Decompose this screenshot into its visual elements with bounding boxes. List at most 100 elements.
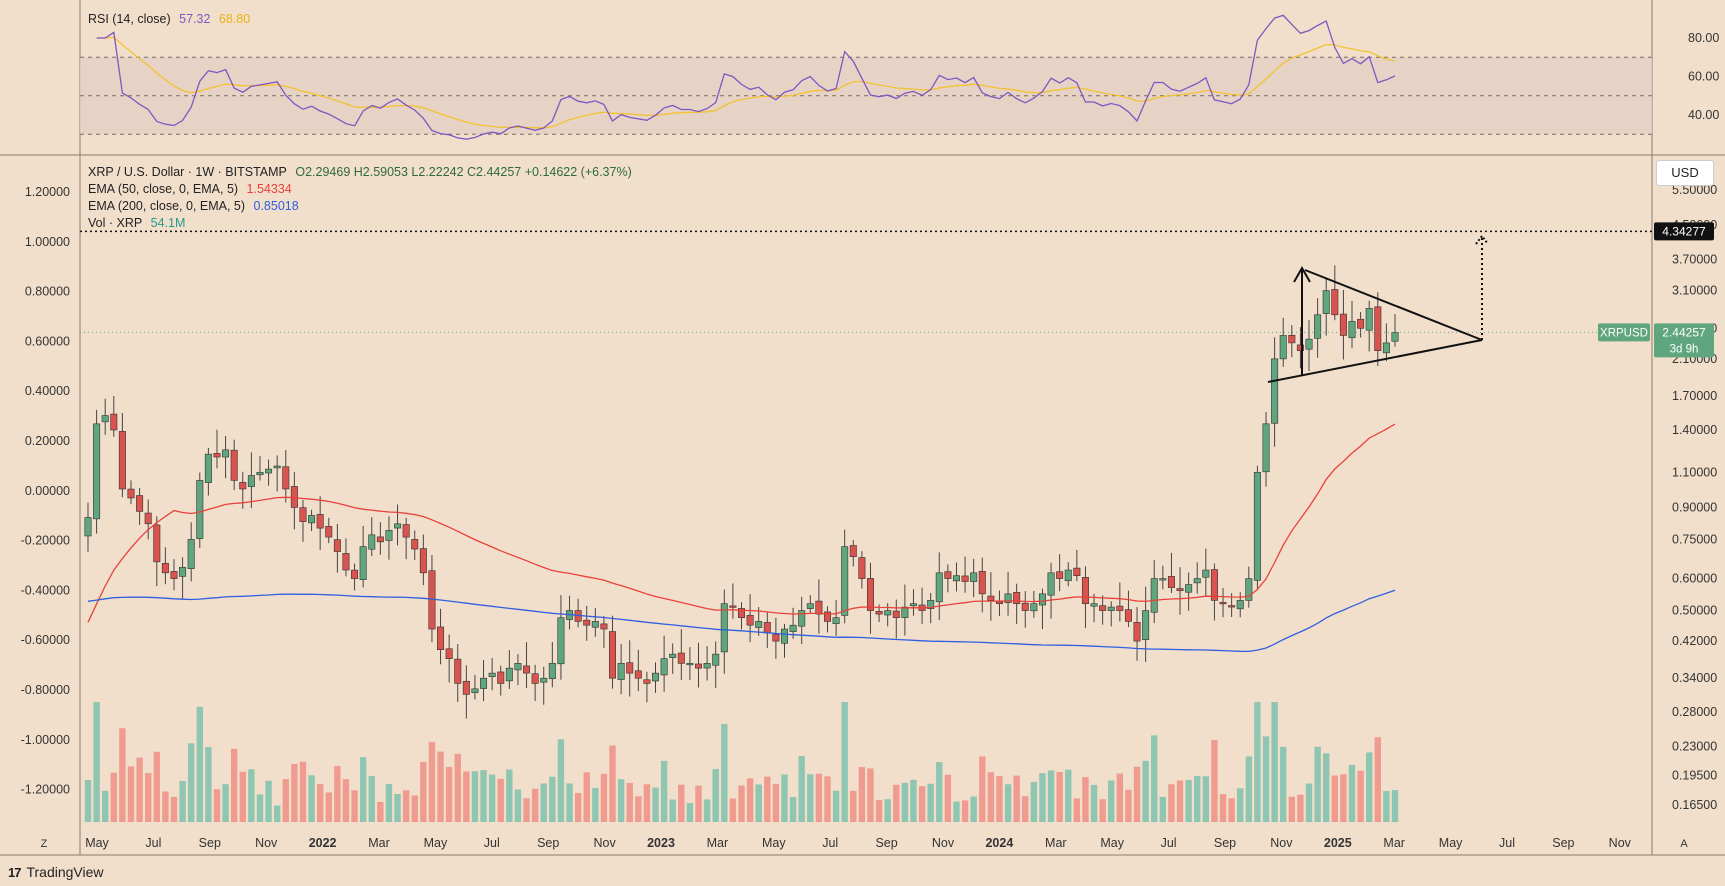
volume-bar (781, 774, 788, 822)
time-tick-label: Jul (145, 836, 161, 850)
volume-bar (368, 776, 375, 822)
price-tick-label: 1.70000 (1672, 389, 1717, 403)
candle-body (866, 578, 874, 611)
time-tick-label: Nov (1270, 836, 1293, 850)
currency-button[interactable]: USD (1656, 160, 1714, 186)
volume-bar (144, 773, 152, 822)
volume-bar (884, 799, 891, 822)
candle-body (617, 663, 625, 680)
candle-body (1124, 609, 1132, 622)
volume-bar (970, 796, 977, 822)
candle-body (239, 482, 247, 490)
price-tick-label: 0.34000 (1672, 671, 1717, 685)
volume-bar (385, 784, 393, 822)
volume-bar (1142, 760, 1149, 822)
candle-body (961, 575, 969, 582)
time-tick-label: 2024 (985, 836, 1013, 850)
rsi-value: 57.32 (179, 12, 211, 26)
volume-bar (1383, 791, 1390, 822)
volume-bar (110, 772, 117, 822)
ema50-label: EMA (50, close, 0, EMA, 5) (88, 182, 239, 196)
candle-body (84, 517, 92, 537)
time-tick-label: Mar (707, 836, 729, 850)
volume-bar (755, 784, 762, 822)
candle-body (153, 524, 161, 563)
time-tick-label: Sep (1214, 836, 1236, 850)
candle-body (497, 671, 505, 684)
candle-body (1176, 588, 1184, 591)
volume-bar (1323, 753, 1330, 822)
volume-bar (273, 805, 281, 822)
candle-body (884, 610, 892, 616)
volume-bar (1288, 796, 1296, 822)
candle-body (875, 611, 883, 615)
volume-bar (230, 748, 238, 822)
time-tick-label: Mar (1045, 836, 1067, 850)
volume-bar (239, 771, 246, 822)
volume-bar (119, 728, 126, 822)
volume-bar (574, 792, 582, 822)
candle-body (1288, 334, 1296, 344)
volume-bar (936, 762, 943, 822)
candle-body (1030, 603, 1038, 612)
rsi-tick-label: 60.00 (1688, 70, 1719, 84)
volume-bar (437, 751, 444, 822)
candle-body (763, 622, 771, 634)
candle-body (1391, 332, 1399, 342)
ema200-legend: EMA (200, close, 0, EMA, 5) 0.85018 (88, 199, 304, 213)
volume-bar (1056, 771, 1063, 822)
candle-body (308, 515, 316, 524)
candle-body (695, 663, 703, 669)
volume-bar (953, 801, 960, 822)
candle-body (780, 628, 788, 644)
volume-bar (1391, 790, 1399, 822)
volume-bar (497, 778, 504, 822)
candle-body (213, 453, 221, 458)
rsi-ma-value: 68.80 (218, 12, 251, 26)
volume-bar (1099, 799, 1106, 822)
volume-bar (359, 757, 367, 822)
candle-body (505, 667, 513, 682)
volume-bar (471, 771, 479, 822)
volume-bar (557, 739, 565, 822)
volume-bar (807, 774, 814, 822)
price-tick-label: 0.19500 (1672, 769, 1717, 783)
volume-bar (893, 784, 900, 822)
candle-body (1038, 593, 1046, 606)
left-tick-label: 0.00000 (25, 484, 70, 498)
candle-body (282, 466, 290, 490)
left-tick-label: 0.40000 (25, 384, 70, 398)
volume-bar (1116, 773, 1124, 822)
candle-body (1262, 423, 1270, 473)
volume-bar (703, 799, 711, 822)
candle-body (1013, 592, 1021, 604)
volume-bar (291, 763, 298, 822)
time-tick-label: Mar (368, 836, 390, 850)
candle-body (970, 572, 978, 582)
volume-bar (222, 784, 229, 822)
volume-bar (101, 790, 109, 822)
candle-body (411, 539, 419, 550)
candle-body (609, 631, 617, 679)
candle-body (437, 626, 445, 650)
candle-body (1142, 610, 1150, 641)
candle-body (368, 534, 376, 550)
volume-bar (695, 785, 702, 822)
candle-body (394, 523, 402, 529)
candle-body (634, 670, 642, 679)
price-tick-label: 0.23000 (1672, 740, 1717, 754)
volume-bar (1108, 780, 1115, 822)
volume-bar (342, 779, 350, 822)
candle-body (179, 566, 187, 577)
candle-body (454, 658, 462, 684)
projection-arrow-head (1475, 234, 1489, 245)
candle-body (1331, 289, 1339, 316)
volume-bar (1271, 702, 1278, 822)
candle-body (1245, 578, 1253, 601)
candle-body (1185, 584, 1193, 593)
time-tick-label: Nov (593, 836, 616, 850)
candle-body (849, 545, 857, 557)
candle-body (187, 539, 195, 569)
